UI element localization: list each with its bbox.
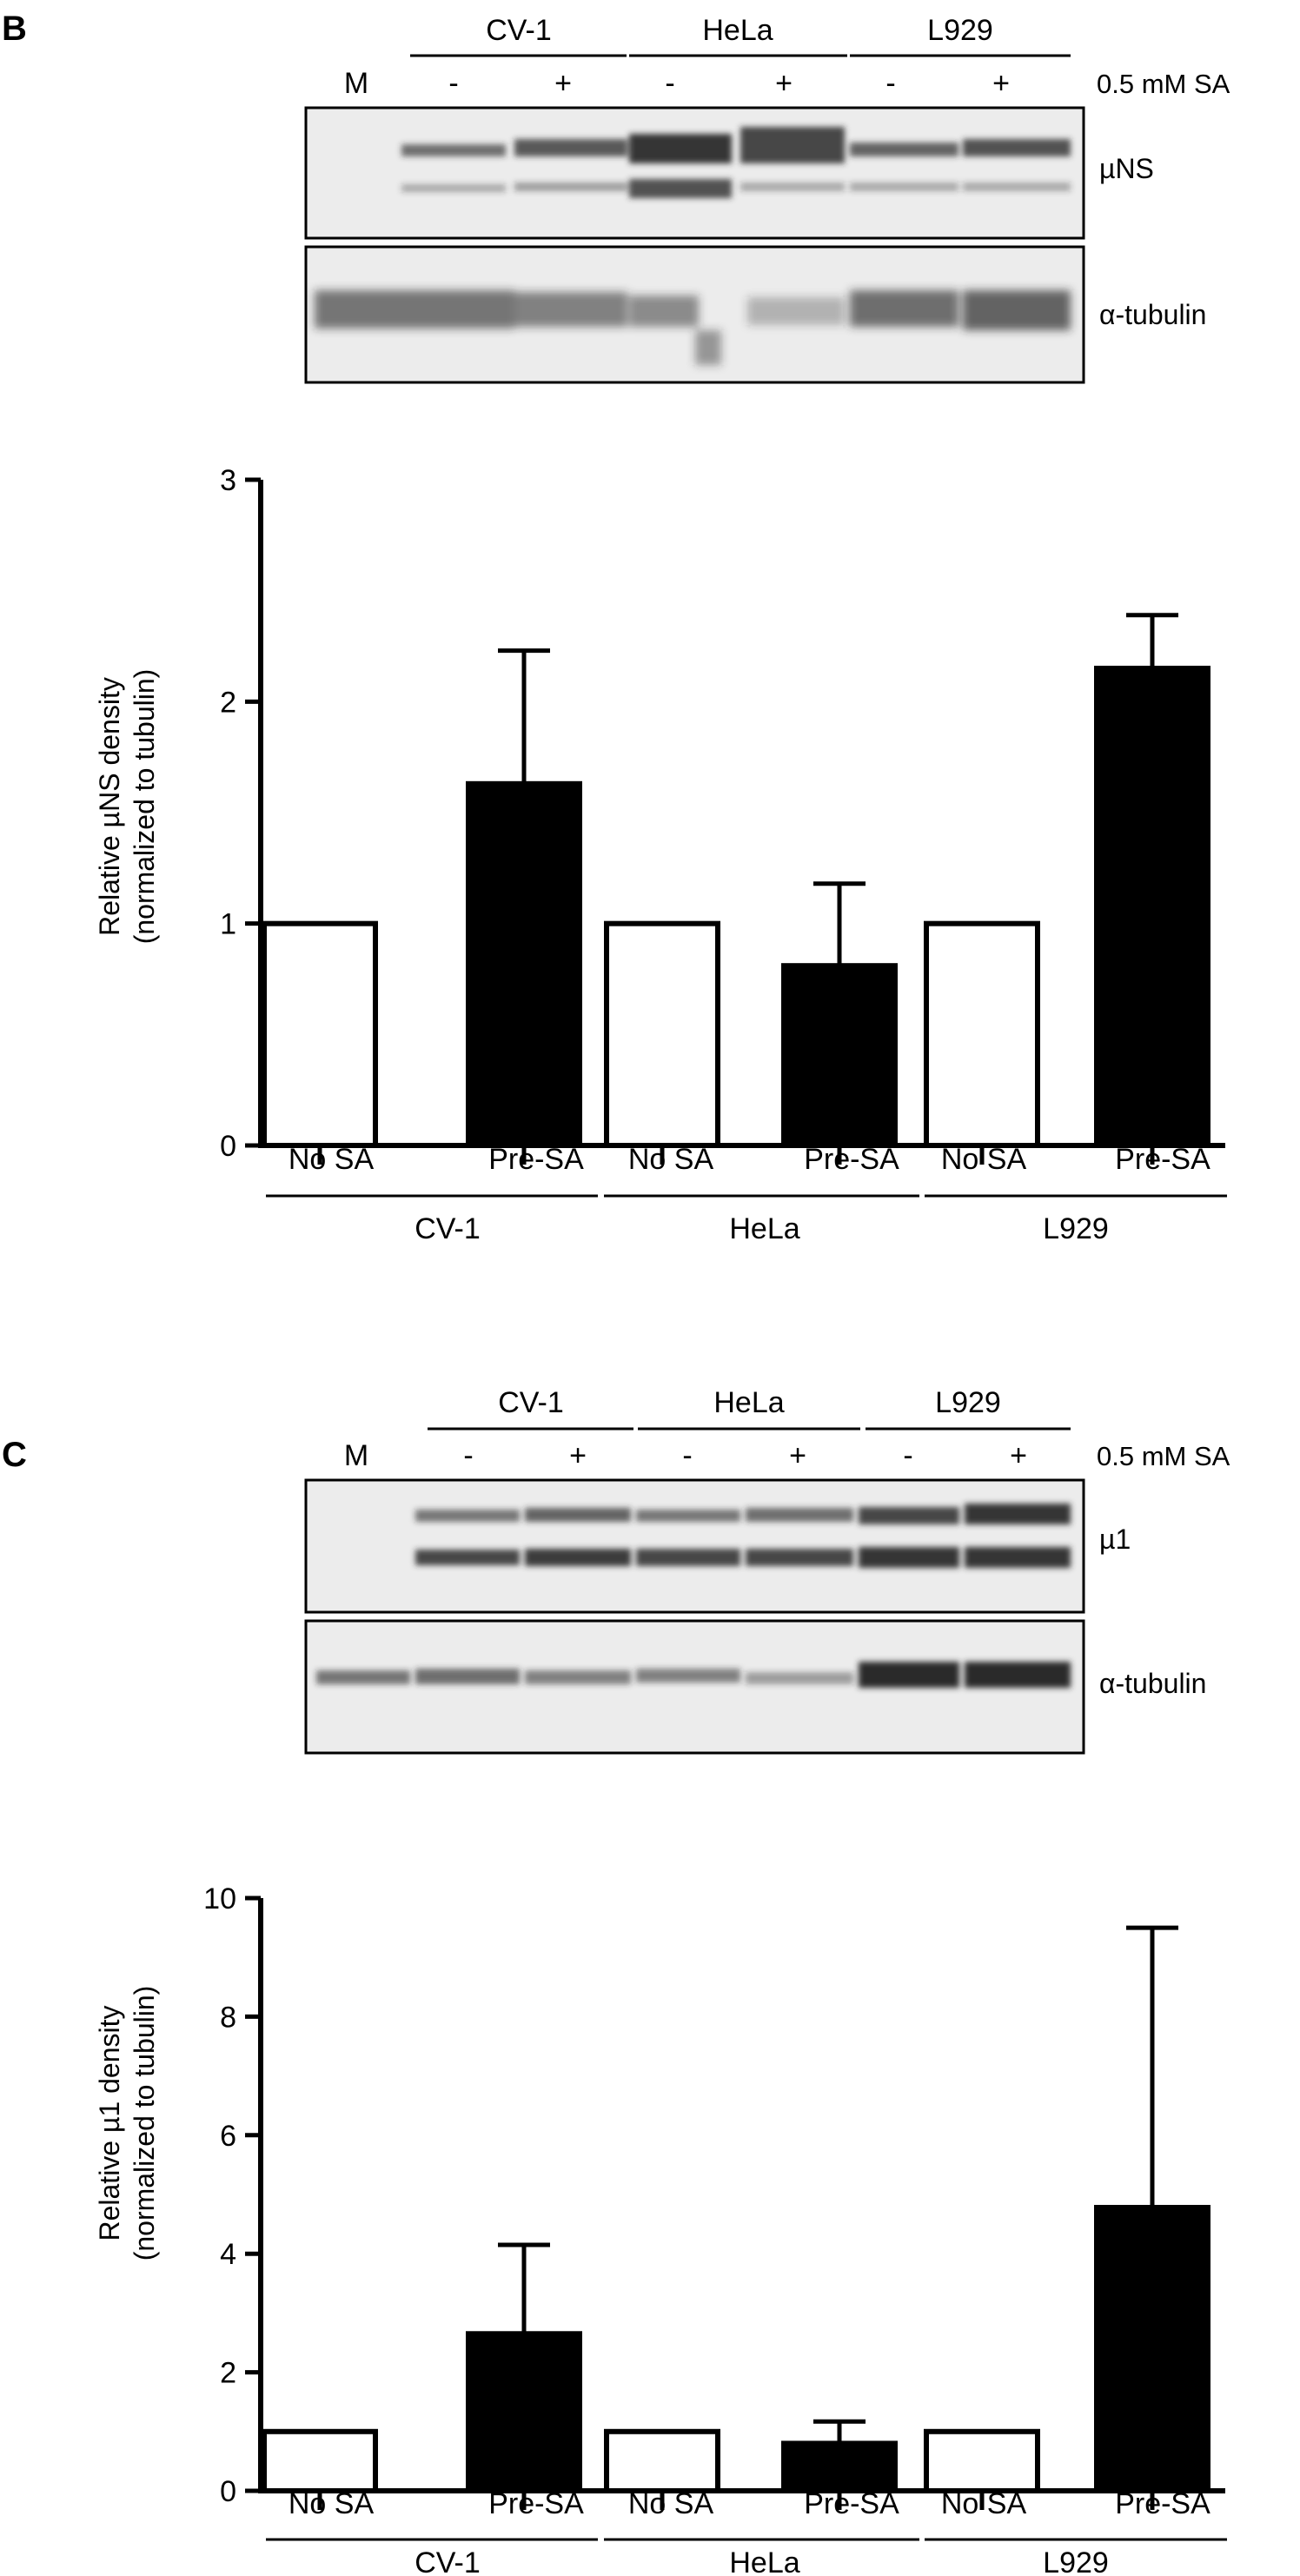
panel-c-group-l929: L929 bbox=[935, 1386, 1001, 1419]
chart-b-x-label-6: Pre-SA bbox=[1115, 1143, 1210, 1176]
chart-c-y-tick-label-6: 6 bbox=[220, 2120, 236, 2153]
chart-b: Relative µNS density (normalized to tubu… bbox=[94, 464, 1227, 1245]
chart-b-y-tick-label-3: 3 bbox=[220, 464, 236, 497]
panel-b: B M CV-1 HeLa L929 - + - + - + 0.5 mM SA bbox=[2, 10, 1230, 1245]
panel-b-blot-2 bbox=[304, 245, 1085, 384]
chart-c-group-hela: HeLa bbox=[729, 2546, 799, 2576]
chart-c-bar-3 bbox=[604, 2428, 720, 2494]
chart-c-y-tick-label-10: 10 bbox=[203, 1882, 236, 1915]
panel-b-group-hela: HeLa bbox=[702, 14, 773, 47]
chart-c-y-tick-label-4: 4 bbox=[220, 2238, 236, 2271]
panel-b-letter: B bbox=[2, 10, 27, 48]
panel-c-blot-label-2: α-tubulin bbox=[1099, 1668, 1206, 1699]
chart-b-x-label-2: Pre-SA bbox=[488, 1143, 584, 1176]
chart-c-y-tick-label-8: 8 bbox=[220, 2001, 236, 2034]
panel-c-lane-sign-3: - bbox=[682, 1439, 692, 1472]
panel-b-lane-sign-6: + bbox=[992, 67, 1010, 100]
chart-c-bar-2 bbox=[466, 2331, 582, 2494]
chart-b-x-label-5: No SA bbox=[941, 1143, 1027, 1176]
panel-c-blot-2 bbox=[304, 1619, 1085, 1755]
chart-b-bar-5 bbox=[924, 920, 1040, 1148]
panel-c-group-cv1: CV-1 bbox=[498, 1386, 564, 1419]
chart-c-bar-4 bbox=[781, 2440, 898, 2493]
chart-b-bar-2 bbox=[466, 780, 582, 1148]
panel-c-letter: C bbox=[2, 1436, 27, 1474]
chart-c-x-label-1: No SA bbox=[289, 2487, 375, 2520]
chart-b-bar-1 bbox=[262, 920, 378, 1148]
panel-b-blot-label-1: µNS bbox=[1099, 153, 1154, 184]
panel-b-lane-sign-2: + bbox=[554, 67, 572, 100]
panel-b-marker-lane: M bbox=[344, 67, 368, 100]
panel-c-lane-sign-5: - bbox=[903, 1439, 912, 1472]
chart-c-bar-5 bbox=[924, 2428, 1040, 2494]
chart-b-x-labels: No SA Pre-SA No SA Pre-SA No SA Pre-SA bbox=[289, 1143, 1210, 1176]
panel-b-treatment-label: 0.5 mM SA bbox=[1097, 69, 1230, 99]
chart-b-group-l929: L929 bbox=[1043, 1212, 1109, 1245]
chart-b-bar-3 bbox=[604, 920, 720, 1148]
chart-b-ylabel: Relative µNS density (normalized to tubu… bbox=[94, 669, 160, 945]
panel-b-group-l929: L929 bbox=[927, 14, 993, 47]
chart-c: Relative µ1 density (normalized to tubul… bbox=[94, 1882, 1227, 2576]
chart-c-bar-6 bbox=[1094, 2205, 1210, 2493]
chart-c-y-tick-label-0: 0 bbox=[220, 2475, 236, 2508]
chart-c-x-label-2: Pre-SA bbox=[488, 2487, 584, 2520]
chart-c-group-l929: L929 bbox=[1043, 2546, 1109, 2576]
chart-b-marks: 0 1 2 3 bbox=[220, 464, 1225, 1165]
panel-c-lane-sign-4: + bbox=[789, 1439, 806, 1472]
chart-c-ylabel-line-1: Relative µ1 density bbox=[94, 2005, 125, 2241]
chart-b-bar-4 bbox=[781, 963, 898, 1149]
panel-c-marker-lane: M bbox=[344, 1439, 368, 1472]
panel-c-blot-1 bbox=[304, 1478, 1085, 1614]
chart-c-group-cv1: CV-1 bbox=[415, 2546, 481, 2576]
panel-b-blot-label-2: α-tubulin bbox=[1099, 299, 1206, 330]
panel-c: C M CV-1 HeLa L929 - + - + - + 0.5 mM SA bbox=[2, 1386, 1230, 2576]
panel-b-lane-sign-3: - bbox=[665, 67, 674, 100]
chart-b-group-cv1: CV-1 bbox=[415, 1212, 481, 1245]
chart-c-x-label-6: Pre-SA bbox=[1115, 2487, 1210, 2520]
chart-b-y-tick-label-2: 2 bbox=[220, 686, 236, 719]
panel-c-treatment-label: 0.5 mM SA bbox=[1097, 1441, 1230, 1471]
chart-b-x-label-1: No SA bbox=[289, 1143, 375, 1176]
chart-b-ylabel-line-2: (normalized to tubulin) bbox=[129, 669, 160, 945]
chart-c-bar-1 bbox=[262, 2428, 378, 2494]
panel-c-blot-label-1: µ1 bbox=[1099, 1524, 1131, 1555]
panel-b-group-cv1: CV-1 bbox=[486, 14, 552, 47]
chart-c-ylabel-line-2: (normalized to tubulin) bbox=[129, 1986, 160, 2261]
chart-b-bar-6 bbox=[1094, 666, 1210, 1148]
chart-b-x-label-4: Pre-SA bbox=[804, 1143, 899, 1176]
panel-c-lane-sign-2: + bbox=[569, 1439, 587, 1472]
panel-c-lane-sign-1: - bbox=[463, 1439, 473, 1472]
chart-c-y-tick-label-2: 2 bbox=[220, 2357, 236, 2390]
chart-b-y-tick-label-0: 0 bbox=[220, 1130, 236, 1163]
chart-b-group-hela: HeLa bbox=[729, 1212, 799, 1245]
chart-c-x-labels: No SA Pre-SA No SA Pre-SA No SA Pre-SA bbox=[289, 2487, 1210, 2520]
chart-c-x-label-4: Pre-SA bbox=[804, 2487, 899, 2520]
panel-b-lane-sign-5: - bbox=[885, 67, 895, 100]
chart-c-x-label-3: No SA bbox=[628, 2487, 714, 2520]
chart-b-x-label-3: No SA bbox=[628, 1143, 714, 1176]
chart-c-x-label-5: No SA bbox=[941, 2487, 1027, 2520]
panel-b-lane-sign-1: - bbox=[448, 67, 458, 100]
chart-b-y-tick-label-1: 1 bbox=[220, 908, 236, 941]
chart-c-ylabel: Relative µ1 density (normalized to tubul… bbox=[94, 1986, 160, 2261]
chart-c-marks: 0 2 4 6 8 10 bbox=[203, 1882, 1225, 2510]
panel-b-blot-1 bbox=[304, 106, 1085, 240]
panel-c-group-hela: HeLa bbox=[713, 1386, 784, 1419]
chart-b-ylabel-line-1: Relative µNS density bbox=[94, 677, 125, 936]
panel-b-lane-sign-4: + bbox=[775, 67, 793, 100]
panel-c-lane-sign-6: + bbox=[1010, 1439, 1027, 1472]
